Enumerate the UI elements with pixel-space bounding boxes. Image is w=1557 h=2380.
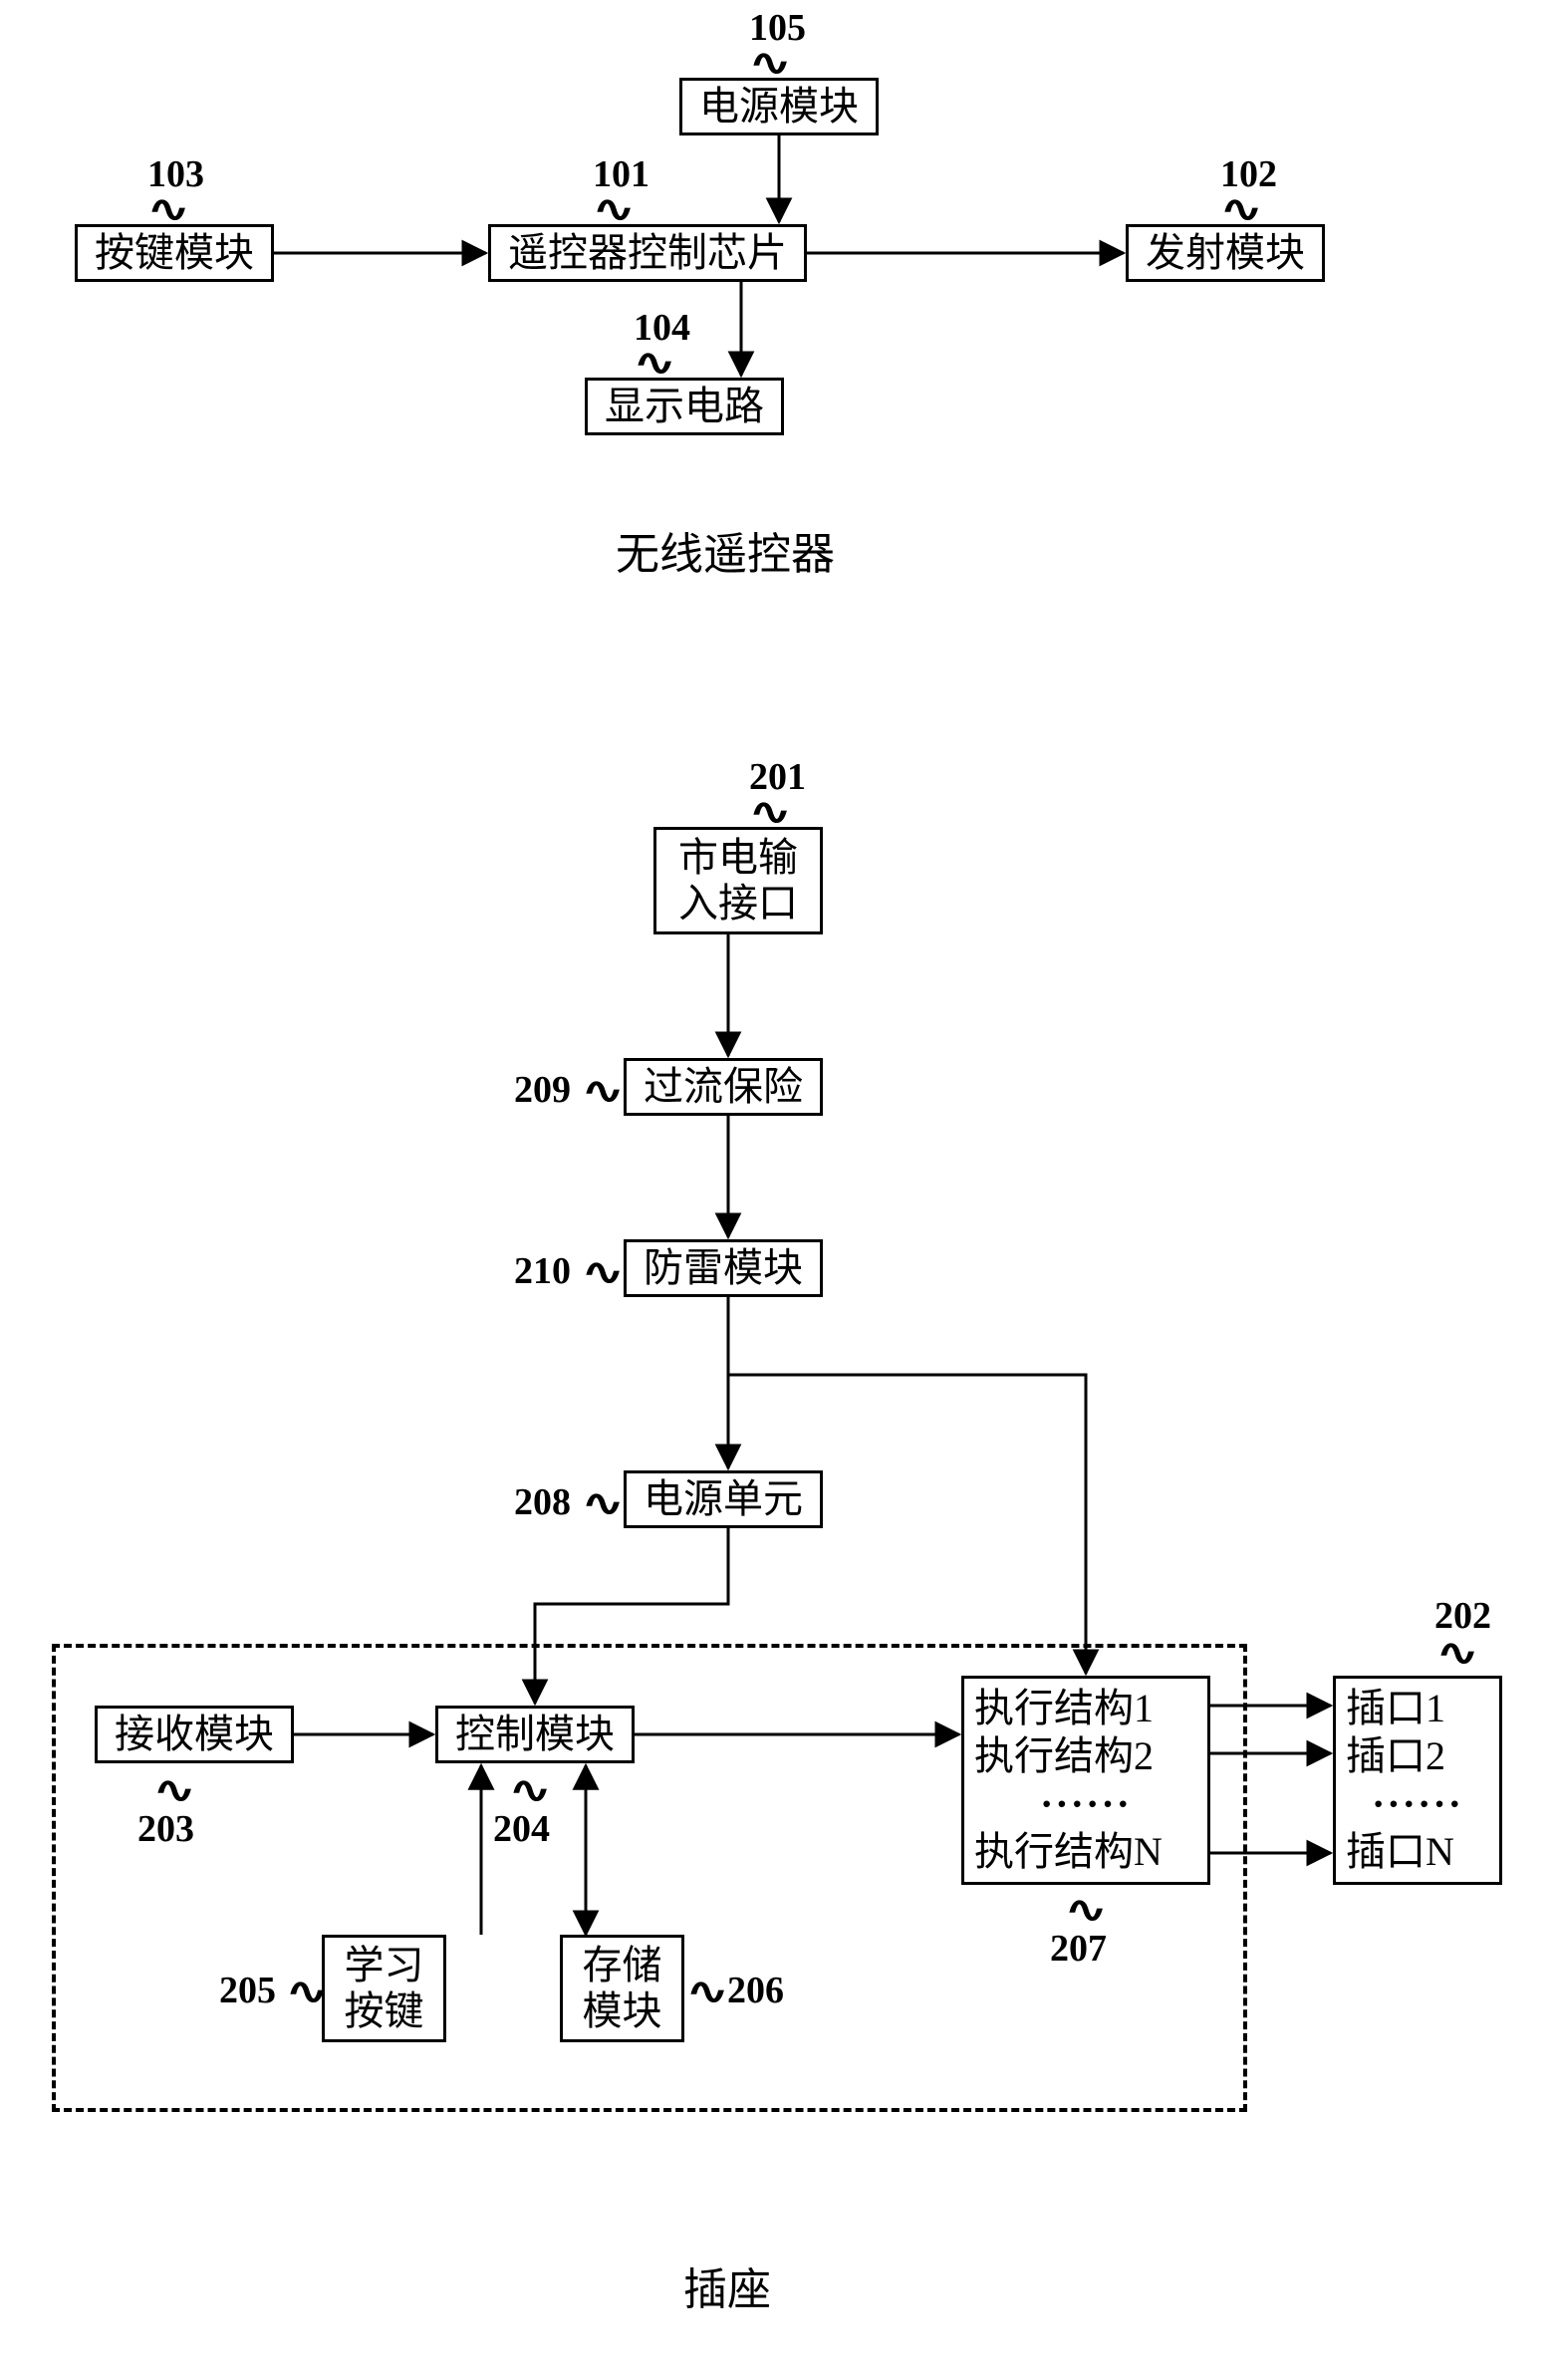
node-remote-control-chip: 遥控器控制芯片 <box>488 224 807 282</box>
squiggle-icon: ∿ <box>582 1482 624 1524</box>
caption-remote: 无线遥控器 <box>596 518 855 582</box>
socket-row-n: 插口N <box>1346 1828 1489 1876</box>
socket-row-2: 插口2 <box>1346 1732 1489 1780</box>
node-socket-list: 插口1 插口2 ······ 插口N <box>1333 1676 1502 1885</box>
socket-row-1: 插口1 <box>1346 1685 1489 1732</box>
node-label: 发射模块 <box>1146 230 1305 276</box>
node-key-module: 按键模块 <box>75 224 274 282</box>
exec-row-n: 执行结构N <box>974 1828 1197 1876</box>
node-learn-button: 学习 按键 <box>322 1935 446 2042</box>
node-label: 按键模块 <box>95 230 254 276</box>
socket-dots: ······ <box>1346 1780 1489 1828</box>
ref-label-209: 209 <box>514 1068 571 1112</box>
squiggle-icon: ∿ <box>286 1971 328 2012</box>
node-receive-module: 接收模块 <box>95 1706 294 1763</box>
squiggle-icon: ∿ <box>153 1769 195 1811</box>
node-label: 控制模块 <box>455 1712 615 1757</box>
squiggle-icon: ∿ <box>686 1971 728 2012</box>
ref-label-203: 203 <box>137 1807 194 1851</box>
node-label: 接收模块 <box>115 1712 274 1757</box>
node-lightning-module: 防雷模块 <box>624 1239 823 1297</box>
squiggle-icon: ∿ <box>509 1769 551 1811</box>
node-label: 学习 按键 <box>345 1943 424 2034</box>
ref-label-205: 205 <box>219 1969 276 2012</box>
node-label: 电源模块 <box>699 84 859 130</box>
exec-dots: ······ <box>974 1780 1197 1828</box>
node-mains-input: 市电输 入接口 <box>653 827 823 934</box>
ref-label-206: 206 <box>727 1969 784 2012</box>
exec-row-2: 执行结构2 <box>974 1732 1197 1780</box>
squiggle-icon: ∿ <box>1436 1632 1478 1674</box>
node-display-circuit: 显示电路 <box>585 378 784 435</box>
squiggle-icon: ∿ <box>1065 1889 1107 1931</box>
node-label: 遥控器控制芯片 <box>508 230 787 276</box>
squiggle-icon: ∿ <box>582 1251 624 1293</box>
node-control-module: 控制模块 <box>435 1706 635 1763</box>
node-label: 过流保险 <box>644 1064 803 1110</box>
ref-label-208: 208 <box>514 1480 571 1524</box>
node-transmit-module: 发射模块 <box>1126 224 1325 282</box>
node-storage-module: 存储 模块 <box>560 1935 684 2042</box>
ref-label-210: 210 <box>514 1249 571 1293</box>
node-overcurrent-fuse: 过流保险 <box>624 1058 823 1116</box>
node-label: 电源单元 <box>644 1476 803 1522</box>
ref-label-204: 204 <box>493 1807 550 1851</box>
caption-socket: 插座 <box>667 2253 787 2317</box>
node-label: 存储 模块 <box>583 1943 662 2034</box>
node-power-module: 电源模块 <box>679 78 879 135</box>
node-label: 防雷模块 <box>644 1245 803 1291</box>
node-execution-list: 执行结构1 执行结构2 ······ 执行结构N <box>961 1676 1210 1885</box>
node-power-unit: 电源单元 <box>624 1470 823 1528</box>
exec-row-1: 执行结构1 <box>974 1685 1197 1732</box>
ref-label-207: 207 <box>1050 1927 1107 1971</box>
node-label: 显示电路 <box>605 384 764 429</box>
node-label: 市电输 入接口 <box>678 835 798 926</box>
squiggle-icon: ∿ <box>582 1070 624 1112</box>
